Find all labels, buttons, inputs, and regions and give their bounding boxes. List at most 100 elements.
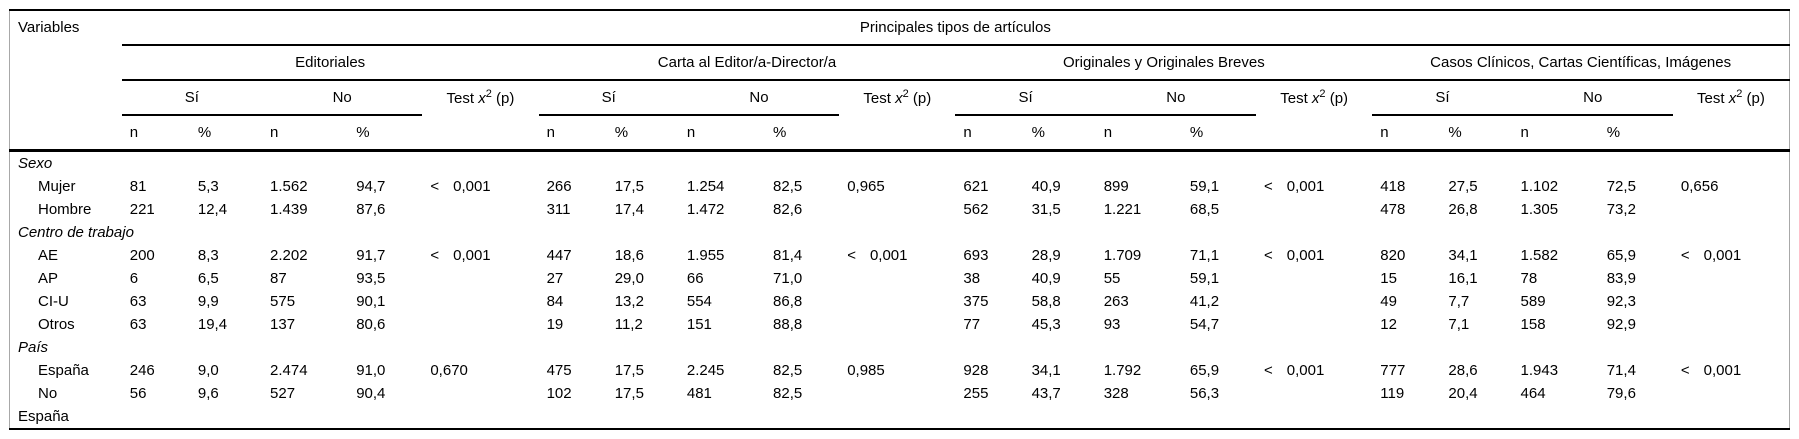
table-row: Hombre 221 12,4 1.439 87,6 311 17,4 1.472 82,6 56… [10, 198, 1790, 221]
cell: 0,985 [847, 362, 885, 379]
cell [1256, 290, 1372, 313]
cell: 94,7 [356, 178, 386, 195]
cell: 328 [1103, 385, 1129, 402]
cell: 1.102 [1520, 178, 1559, 195]
section-label: País [18, 339, 49, 356]
cell: 19 [546, 316, 564, 333]
row-label: No [38, 385, 58, 402]
cell [1513, 405, 1599, 429]
cell: 29,0 [614, 270, 644, 287]
cell: 28,9 [1031, 247, 1061, 264]
cell: 5,3 [197, 178, 219, 195]
cell [1599, 405, 1673, 429]
superscript-2: 2 [485, 87, 492, 100]
n-header: n [678, 115, 766, 152]
cell: 0,670 [430, 362, 468, 379]
group-header-casos: Casos Clínicos, Cartas Científicas, Imág… [1372, 45, 1790, 81]
cell [839, 198, 955, 221]
cell: 8,3 [197, 247, 219, 264]
section-label: Centro de trabajo [18, 224, 134, 241]
yes-header: Sí [1372, 80, 1513, 116]
cell: 1.792 [1103, 362, 1142, 379]
cell [1673, 198, 1790, 221]
cell: 17,5 [614, 385, 644, 402]
cell: 1.439 [270, 201, 308, 218]
cell: 9,6 [197, 385, 219, 402]
cell: 481 [686, 385, 712, 402]
cell: 72,5 [1606, 178, 1636, 195]
p-value: 0,001 [1286, 362, 1325, 379]
cell: 464 [1520, 385, 1546, 402]
pct-header: % [348, 115, 423, 152]
cell: 17,5 [614, 178, 644, 195]
less-than-sign: < [1680, 362, 1690, 379]
group-header-carta: Carta al Editor/a-Director/a [538, 45, 956, 81]
cell: 93,5 [356, 270, 386, 287]
cell: 82,5 [773, 178, 803, 195]
p-value: 0,001 [453, 247, 491, 264]
cell: <0,001 [1673, 359, 1790, 382]
cell: 55 [1103, 270, 1121, 287]
cell: 255 [963, 385, 989, 402]
test-header-suffix: (p) [491, 89, 515, 107]
cell: 65,9 [1189, 362, 1220, 379]
table-row: AP 6 6,5 87 93,5 27 29,0 66 71,0 38 40,9 55 59,1 15 16… [10, 267, 1790, 290]
cell: 19,4 [197, 316, 228, 333]
cell [607, 405, 679, 429]
cell: 820 [1380, 247, 1406, 264]
cell: 71,0 [773, 270, 803, 287]
less-than-sign: < [847, 247, 856, 264]
cell [1673, 290, 1790, 313]
cell: 527 [270, 385, 296, 402]
test-header-text: Test [1280, 89, 1312, 107]
cell [122, 405, 190, 429]
test-header-suffix: (p) [1325, 89, 1349, 107]
cell: 0,656 [1680, 178, 1719, 195]
cell: 6,5 [197, 270, 219, 287]
n-header: n [262, 115, 349, 152]
table-row: Mujer 81 5,3 1.562 94,7 <0,001 266 17,5 1.254 82,… [10, 175, 1790, 198]
table-header: Variables Principales tipos de artículos… [9, 10, 1790, 152]
cell [1024, 405, 1096, 429]
test-header-text: Test [863, 89, 896, 107]
cell: <0,001 [1256, 175, 1372, 198]
cell [1673, 313, 1790, 336]
less-than-sign: < [1264, 247, 1273, 264]
chi-symbol: x [895, 89, 903, 107]
no-header: No [1095, 80, 1257, 116]
cell [1440, 405, 1512, 429]
empty-header-cell [1672, 115, 1790, 152]
cell: <0,001 [839, 244, 955, 267]
cell [422, 382, 538, 405]
cell: 7,1 [1448, 316, 1470, 333]
cell: 77 [963, 316, 981, 333]
cell: 91,0 [356, 362, 386, 379]
section-row: País [10, 336, 1790, 359]
empty-header-cell [1256, 115, 1373, 152]
cell: 562 [963, 201, 989, 218]
cell: 2.202 [270, 247, 308, 264]
cell: 693 [963, 247, 989, 264]
cell: 68,5 [1189, 201, 1220, 218]
cell [422, 198, 538, 221]
cell: 65,9 [1606, 247, 1636, 264]
cell: 1.582 [1520, 247, 1559, 264]
cell: 91,7 [356, 247, 386, 264]
cell [190, 405, 262, 429]
pct-header: % [1440, 115, 1513, 152]
variables-header: Variables [9, 10, 122, 152]
yes-header: Sí [538, 80, 679, 116]
pct-header: % [1023, 115, 1096, 152]
cell: 45,3 [1031, 316, 1061, 333]
pct-header: % [606, 115, 679, 152]
cell: 151 [686, 316, 712, 333]
yes-header: Sí [955, 80, 1096, 116]
statistics-table: Variables Principales tipos de artículos… [9, 9, 1790, 430]
test-header: Test x2 (p) [1256, 80, 1372, 115]
cell [1256, 198, 1372, 221]
header-row-yesno: Sí No Test x2 (p) Sí No Test x2 (p) Sí N… [10, 80, 1790, 116]
header-row-groups: Editoriales Carta al Editor/a-Director/a… [10, 45, 1790, 81]
cell: 92,9 [1606, 316, 1636, 333]
cell: 79,6 [1606, 385, 1636, 402]
cell: 41,2 [1189, 293, 1220, 310]
